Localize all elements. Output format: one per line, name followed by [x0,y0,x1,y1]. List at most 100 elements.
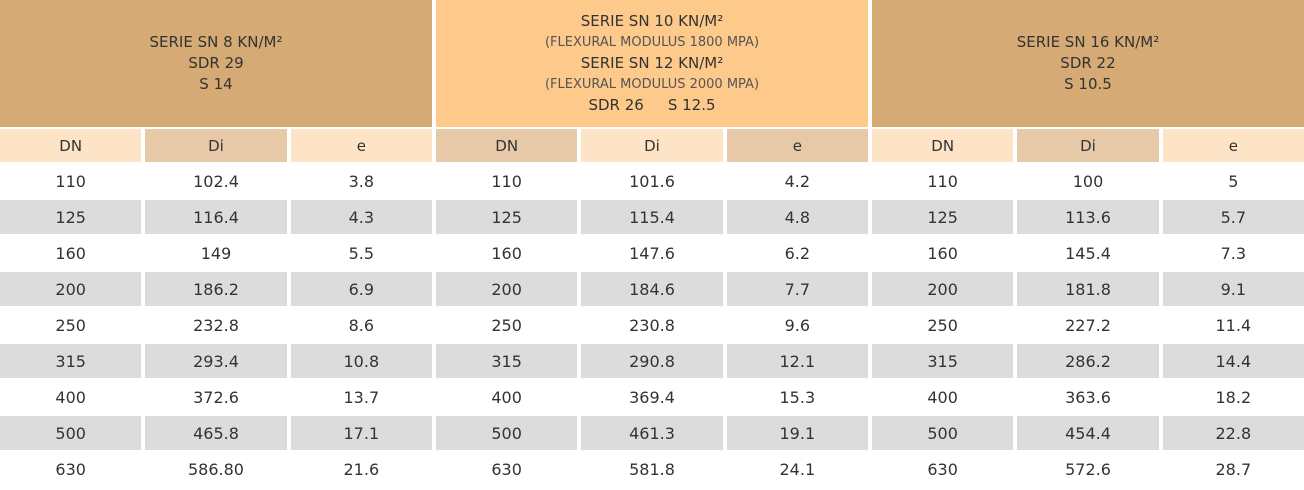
cell-value: 500 [491,423,522,443]
table-cell: 372.6 [145,380,287,414]
column-label: DN [931,136,955,155]
header-line: S 10.5 [1064,74,1112,95]
header-line: SDR 29 [188,53,243,74]
cell-value: 250 [55,315,86,335]
table-cell: 630 [871,452,1014,486]
header-text: S 14 [199,75,233,93]
table-cell: 232.8 [145,308,287,342]
cell-value: 12.1 [779,351,816,371]
column-label: Di [644,136,660,155]
column-label: DN [59,136,83,155]
cell-value: 184.6 [629,279,675,299]
table-cell: 11.4 [1162,308,1304,342]
cell-value: 4.3 [348,207,375,227]
cell-value: 145.4 [1065,243,1111,263]
header-text: (FLEXURAL MODULUS 2000 MPA) [544,77,760,92]
table-cell: 5.7 [1162,200,1304,234]
table-cell: 160 [0,236,142,270]
column-label: e [792,136,802,155]
table-cell: 500 [0,416,142,450]
cell-value: 125 [491,207,522,227]
cell-value: 24.1 [779,459,816,479]
table-cell: 369.4 [581,380,723,414]
cell-value: 500 [55,423,86,443]
cell-value: 630 [927,459,958,479]
cell-value: 630 [491,459,522,479]
header-line: S 14 [199,74,232,95]
table-cell: 315 [871,344,1014,378]
cell-value: 21.6 [343,459,380,479]
column-header: Di [1017,129,1159,162]
cell-value: 14.4 [1215,351,1252,371]
cell-value: 7.7 [784,279,811,299]
cell-value: 400 [55,387,86,407]
column-header: e [726,129,868,162]
table-cell: 230.8 [581,308,723,342]
column-header: e [290,129,432,162]
table-cell: 8.6 [290,308,432,342]
cell-value: 200 [491,279,522,299]
cell-value: 250 [927,315,958,335]
table-cell: 116.4 [145,200,287,234]
cell-value: 232.8 [193,315,239,335]
table-cell: 110 [871,164,1014,198]
table-cell: 10.8 [290,344,432,378]
group-header: SERIE SN 10 KN/M² (FLEXURAL MODULUS 1800 … [435,0,868,127]
cell-value: 200 [927,279,958,299]
table-cell: 293.4 [145,344,287,378]
cell-value: 461.3 [629,423,675,443]
cell-value: 500 [927,423,958,443]
cell-value: 293.4 [193,351,239,371]
cell-value: 13.7 [343,387,380,407]
table-cell: 18.2 [1162,380,1304,414]
table-cell: 181.8 [1017,272,1159,306]
cell-value: 115.4 [629,207,675,227]
column-header: DN [435,129,578,162]
cell-value: 116.4 [193,207,239,227]
table-cell: 9.1 [1162,272,1304,306]
table-cell: 100 [1017,164,1159,198]
table-cell: 3.8 [290,164,432,198]
cell-value: 465.8 [193,423,239,443]
header-line: SERIE SN 8 KN/M² [150,32,283,53]
table-cell: 454.4 [1017,416,1159,450]
table-cell: 400 [0,380,142,414]
cell-value: 181.8 [1065,279,1111,299]
table-cell: 290.8 [581,344,723,378]
header-line: SERIE SN 16 KN/M² [1017,32,1160,53]
table-cell: 5 [1162,164,1304,198]
cell-value: 10.8 [343,351,380,371]
column-label: e [1228,136,1238,155]
column-header: e [1162,129,1304,162]
table-cell: 160 [435,236,578,270]
cell-value: 17.1 [343,423,380,443]
table-cell: 500 [435,416,578,450]
cell-value: 125 [927,207,958,227]
cell-value: 581.8 [629,459,675,479]
cell-value: 160 [491,243,522,263]
table-cell: 9.6 [726,308,868,342]
table-cell: 21.6 [290,452,432,486]
header-text: SDR 29 [188,54,244,72]
header-text: SDR 22 [1060,54,1116,72]
header-text: SERIE SN 12 KN/M² [580,54,724,72]
cell-value: 372.6 [193,387,239,407]
cell-value: 160 [55,243,86,263]
cell-value: 315 [927,351,958,371]
table-cell: 315 [435,344,578,378]
cell-value: 110 [55,171,86,191]
column-label: Di [1080,136,1096,155]
table-cell: 400 [435,380,578,414]
column-header: Di [581,129,723,162]
cell-value: 8.6 [348,315,375,335]
table-cell: 147.6 [581,236,723,270]
table-cell: 572.6 [1017,452,1159,486]
cell-value: 186.2 [193,279,239,299]
cell-value: 18.2 [1215,387,1252,407]
cell-value: 22.8 [1215,423,1252,443]
header-line: SDR 26 S 12.5 [588,95,715,116]
table-cell: 125 [435,200,578,234]
cell-value: 586.80 [188,459,244,479]
cell-value: 400 [927,387,958,407]
